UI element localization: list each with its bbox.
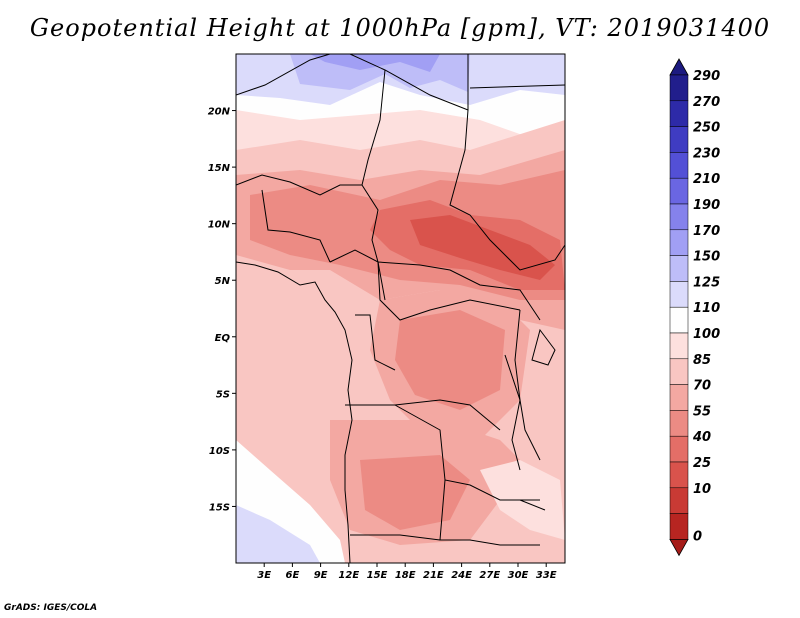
lat-tick-label: 10N (208, 220, 231, 231)
colorbar-swatch (669, 100, 689, 127)
colorbar-label: 170 (693, 224, 720, 239)
colorbar-label: 85 (693, 353, 711, 368)
lon-tick-label: 24E (451, 570, 472, 581)
colorbar-label: 190 (693, 198, 720, 213)
colorbar-swatch (669, 435, 689, 463)
colorbar-swatch (669, 255, 689, 282)
lat-tick-label: 5N (215, 276, 231, 287)
lon-tick-label: 3E (257, 570, 271, 581)
colorbar-label: 110 (693, 301, 720, 316)
colorbar-label: 10 (693, 482, 711, 497)
lon-tick-label: 30E (508, 570, 529, 581)
lat-tick-label: 20N (208, 107, 231, 118)
colorbar-swatch (669, 74, 689, 102)
lat-tick-label: 15S (209, 502, 230, 513)
page-title: Geopotential Height at 1000hPa [gpm], VT… (29, 14, 771, 42)
lon-tick-label: 21E (423, 570, 444, 581)
lat-tick-label: EQ (215, 333, 231, 344)
colorbar-swatch (669, 126, 689, 153)
colorbar-label: 25 (693, 456, 711, 471)
colorbar-swatch (669, 332, 689, 360)
colorbar-label: 150 (693, 250, 720, 265)
colorbar-swatch (669, 203, 689, 231)
lon-tick-label: 9E (314, 570, 328, 581)
latitude-axis: 20N 15N 10N 5N EQ 5S 10S 15S (208, 107, 236, 513)
colorbar-swatch (669, 358, 689, 385)
colorbar-swatch (669, 410, 689, 437)
map-frame (235, 53, 566, 564)
colorbar-swatch (669, 306, 689, 334)
colorbar-swatch (669, 384, 689, 411)
colorbar-label: 230 (693, 146, 720, 161)
lat-tick-label: 10S (209, 446, 230, 457)
lon-tick-label: 15E (367, 570, 388, 581)
colorbar-label: 270 (693, 95, 720, 110)
colorbar-swatch (669, 229, 689, 256)
colorbar-label: 290 (693, 69, 720, 84)
lon-tick-label: 27E (479, 570, 500, 581)
colorbar-swatch (669, 513, 689, 540)
colorbar-label: 55 (693, 404, 711, 419)
colorbar-top-arrow (669, 58, 689, 76)
colorbar-swatch (669, 152, 689, 179)
grads-credit: GrADS: IGES/COLA (4, 603, 98, 613)
colorbar-label: 125 (693, 275, 720, 290)
lon-tick-label: 6E (286, 570, 300, 581)
colorbar-bottom-arrow (669, 539, 689, 557)
lon-tick-label: 33E (536, 570, 557, 581)
colorbar-swatch (669, 461, 689, 489)
lat-tick-label: 15N (208, 163, 231, 174)
lon-tick-label: 12E (338, 570, 359, 581)
lon-tick-label: 18E (395, 570, 416, 581)
colorbar-swatch (669, 177, 689, 205)
colorbar-label: 70 (693, 379, 711, 394)
longitude-axis: 3E 6E 9E 12E 15E 18E 21E 24E 27E 30E 33E (257, 563, 557, 581)
colorbar-label: 0 (693, 529, 702, 544)
colorbar: 2902702502302101901701501251101008570554… (669, 58, 720, 557)
geopotential-field (236, 54, 565, 563)
lat-tick-label: 5S (216, 389, 230, 400)
colorbar-label: 100 (693, 327, 720, 342)
colorbar-label: 250 (693, 121, 720, 136)
colorbar-label: 210 (693, 172, 720, 187)
colorbar-swatch (669, 487, 689, 514)
colorbar-label: 40 (692, 430, 711, 445)
colorbar-swatch (669, 281, 689, 308)
